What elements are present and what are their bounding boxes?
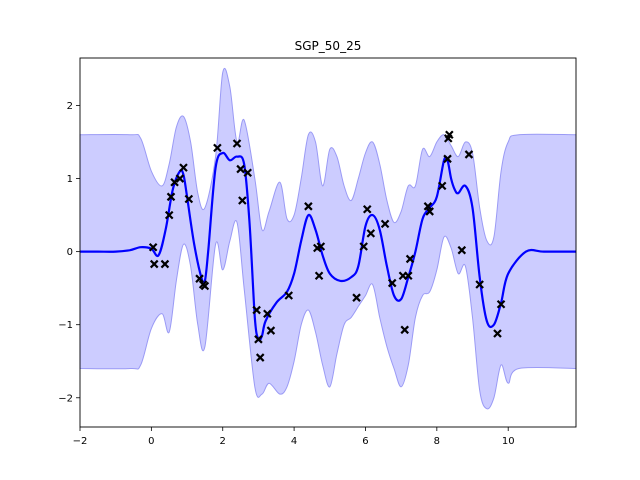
x-tick-label: −2: [73, 436, 88, 447]
data-point: [148, 242, 158, 252]
x-tick-label: 0: [148, 436, 154, 447]
y-tick-label: −1: [58, 320, 73, 331]
data-point: [266, 326, 276, 335]
data-point: [255, 353, 265, 362]
y-tick-label: 0: [67, 247, 73, 258]
data-point: [263, 309, 272, 319]
y-tick-label: 1: [67, 174, 73, 185]
data-point: [475, 280, 484, 289]
plot-area: [79, 67, 577, 410]
mean-line: [80, 151, 576, 342]
data-point: [166, 192, 176, 202]
data-point: [284, 291, 294, 300]
data-point: [437, 181, 447, 191]
x-tick-label: 10: [502, 436, 515, 447]
data-point: [164, 210, 174, 220]
data-point: [254, 335, 263, 344]
x-tick-label: 8: [434, 436, 440, 447]
data-point: [160, 259, 170, 269]
data-point: [200, 281, 210, 291]
data-point: [243, 168, 252, 177]
data-point: [184, 194, 194, 204]
data-point: [213, 143, 222, 153]
data-point: [400, 325, 409, 335]
data-point: [405, 254, 415, 264]
data-point: [352, 293, 361, 302]
y-tick-label: 2: [67, 101, 73, 112]
data-point: [195, 274, 204, 283]
data-point: [443, 154, 452, 164]
data-point: [425, 207, 434, 216]
data-point: [252, 305, 261, 315]
data-point: [380, 219, 390, 229]
data-point: [404, 271, 413, 281]
chart-title: SGP_50_25: [295, 39, 362, 53]
data-point: [236, 164, 245, 174]
data-point: [464, 150, 474, 159]
data-point: [457, 245, 467, 255]
data-point: [304, 202, 313, 211]
data-point: [445, 130, 454, 140]
x-tick-label: 2: [220, 436, 226, 447]
data-point: [359, 242, 368, 251]
axes-frame: [79, 57, 577, 428]
x-tick-label: 6: [362, 436, 368, 447]
confidence-band: [79, 67, 577, 410]
y-tick-label: −2: [58, 393, 73, 404]
x-tick-label: 4: [291, 436, 297, 447]
data-point: [149, 259, 159, 269]
data-point: [316, 242, 326, 251]
axis-ticks: −2 0 2 4 6 8 10 −2 −1 0 1 2: [58, 101, 514, 447]
data-point: [362, 204, 372, 214]
data-point: [387, 278, 397, 288]
data-point: [366, 229, 376, 238]
data-point: [496, 299, 506, 309]
data-point: [175, 174, 185, 183]
data-point: [232, 139, 242, 148]
data-point: [170, 177, 179, 187]
data-point: [179, 163, 188, 172]
data-point: [238, 196, 247, 205]
data-point: [314, 271, 324, 281]
data-point: [493, 329, 502, 338]
